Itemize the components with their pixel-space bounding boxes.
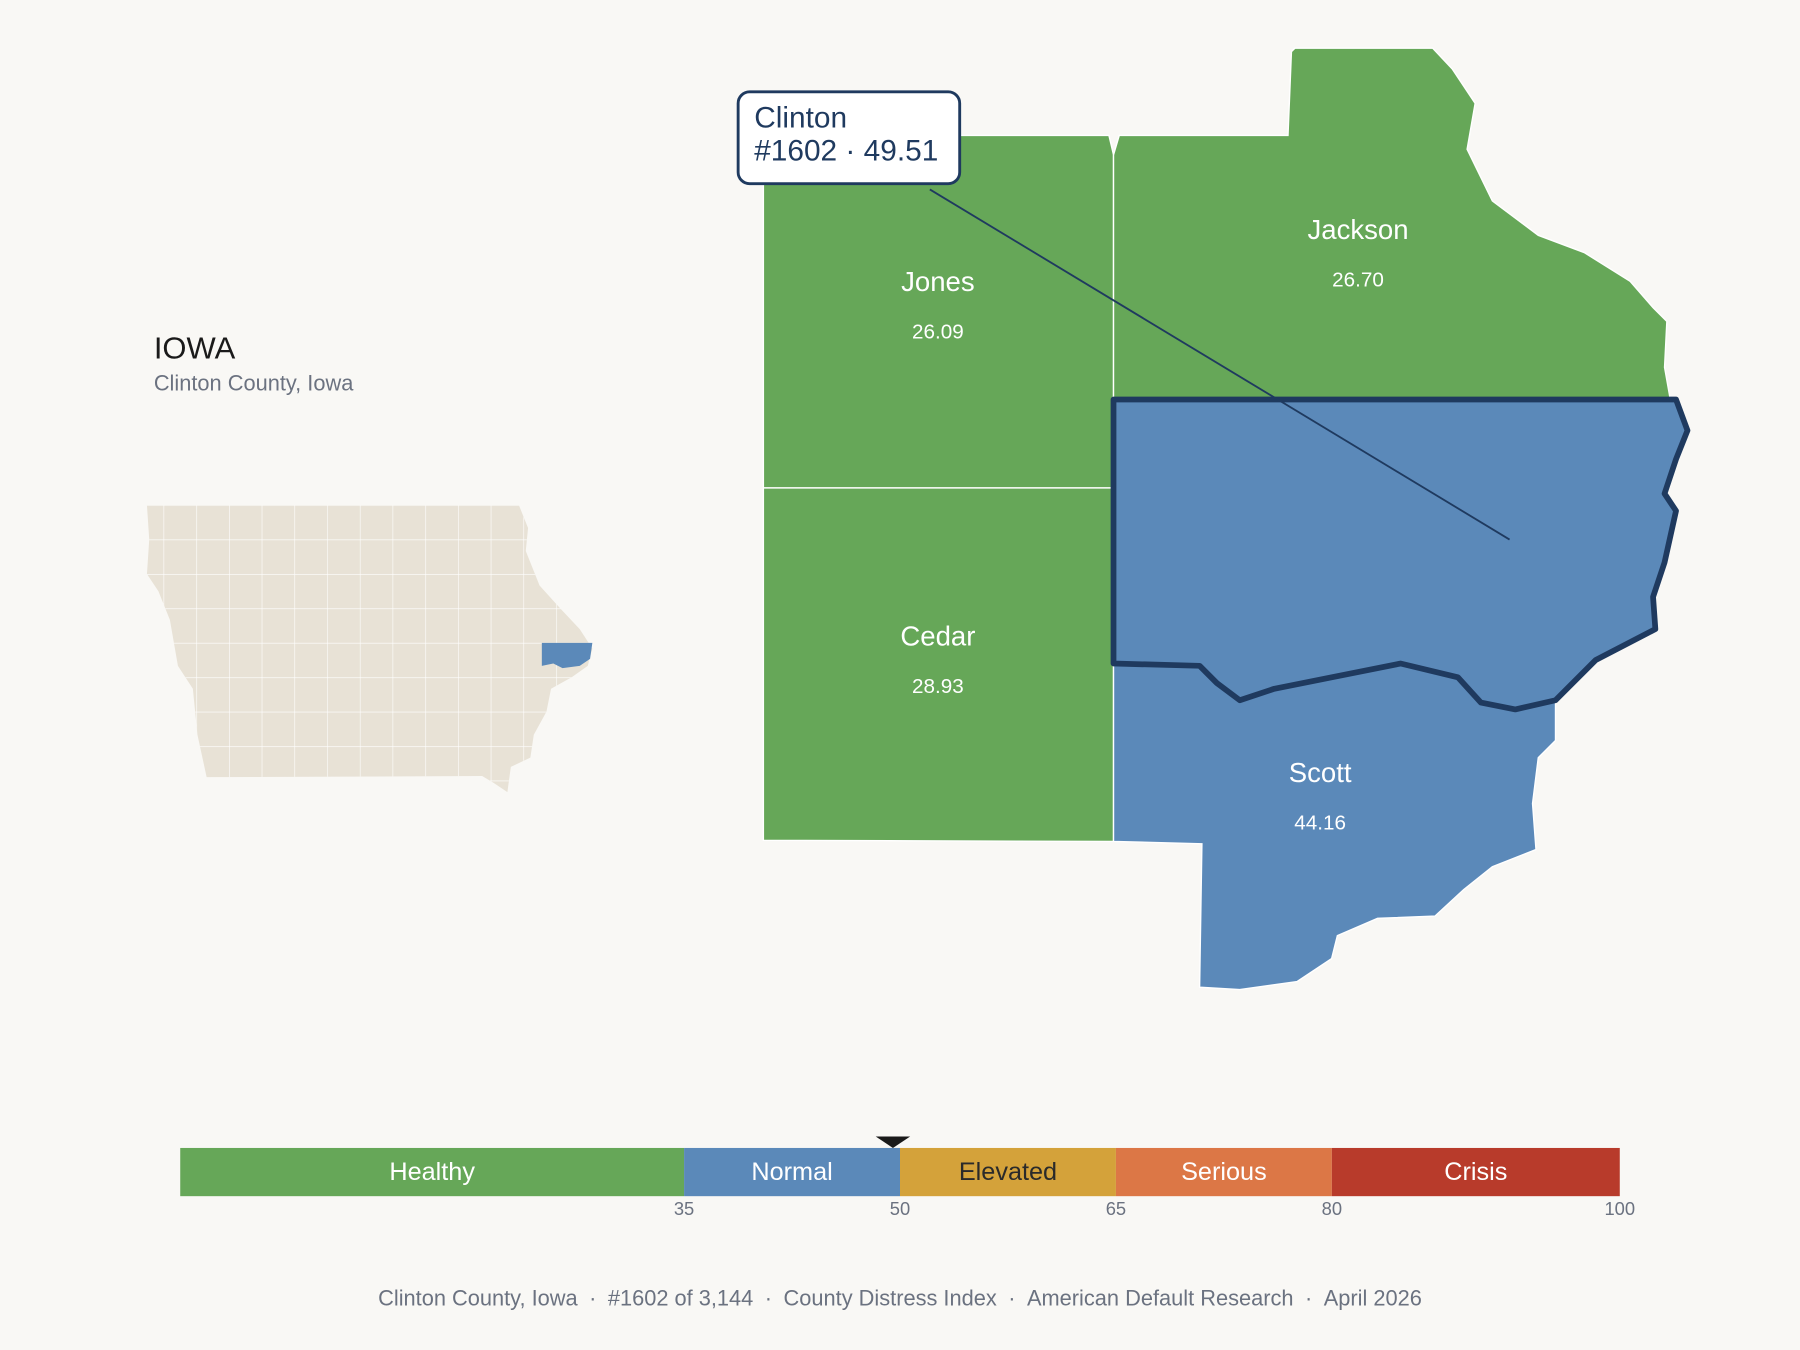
legend-band-label: Normal: [751, 1158, 832, 1186]
subtitle: Clinton County, Iowa: [154, 370, 354, 395]
legend-tick-label: 100: [1604, 1198, 1635, 1219]
tooltip: Clinton #1602 · 49.51: [736, 90, 962, 186]
legend-band: [1331, 1147, 1620, 1197]
county-name: Cedar: [900, 621, 975, 652]
legend-band: [180, 1147, 685, 1197]
legend-tick-label: 50: [890, 1198, 910, 1219]
legend-band: [900, 1147, 1116, 1197]
footer: Clinton County, Iowa · #1602 of 3,144 · Coun…: [378, 1285, 1422, 1310]
county-name: Scott: [1289, 757, 1352, 788]
legend-band-label: Elevated: [959, 1158, 1057, 1186]
county-shape: [1112, 47, 1672, 401]
footer-separator: ·: [589, 1285, 596, 1310]
iowa-county-grid: [146, 505, 593, 793]
legend-marker: [875, 1136, 911, 1148]
legend: Healthy Normal Elevated Serious Crisis 35 50 65…: [180, 1136, 1635, 1219]
legend-tick-label: 65: [1106, 1198, 1126, 1219]
focus-county-shape: [1110, 396, 1691, 713]
county-name: Jones: [901, 266, 975, 297]
leader-line: [929, 188, 1511, 541]
county-shape: [762, 134, 1115, 489]
legend-tick-label: 80: [1322, 1198, 1342, 1219]
legend-band-label: Crisis: [1444, 1158, 1507, 1186]
tooltip-detail: #1602 · 49.51: [754, 135, 938, 168]
county-value: 28.93: [912, 675, 964, 698]
footer-item: Clinton County, Iowa: [378, 1285, 578, 1310]
legend-band-label: Healthy: [389, 1158, 475, 1186]
footer-item: County Distress Index: [784, 1285, 997, 1310]
footer-separator: ·: [1305, 1285, 1312, 1310]
state-title: IOWA: [154, 330, 236, 365]
county-value: 26.09: [912, 320, 964, 343]
legend-band-label: Serious: [1181, 1158, 1267, 1186]
footer-item: #1602 of 3,144: [608, 1285, 753, 1310]
footer-item: American Default Research: [1027, 1285, 1294, 1310]
state-minimap: [146, 505, 593, 793]
footer-separator: ·: [1008, 1285, 1015, 1310]
legend-band: [684, 1147, 900, 1197]
tooltip-box: [736, 90, 962, 186]
county-value: 44.16: [1294, 812, 1346, 835]
footer-separator: ·: [765, 1285, 772, 1310]
county-map: Jones 26.09 Jackson 26.70 Cedar 28.93 Scott 44.…: [762, 47, 1691, 991]
legend-tick-label: 35: [674, 1198, 694, 1219]
county-name: Jackson: [1308, 214, 1409, 245]
county-value: 26.70: [1332, 269, 1384, 292]
tooltip-name: Clinton: [754, 101, 847, 134]
footer-item: April 2026: [1324, 1285, 1422, 1310]
minimap-highlight: [541, 642, 593, 669]
legend-band: [1115, 1147, 1332, 1197]
county-shape: [762, 487, 1115, 843]
